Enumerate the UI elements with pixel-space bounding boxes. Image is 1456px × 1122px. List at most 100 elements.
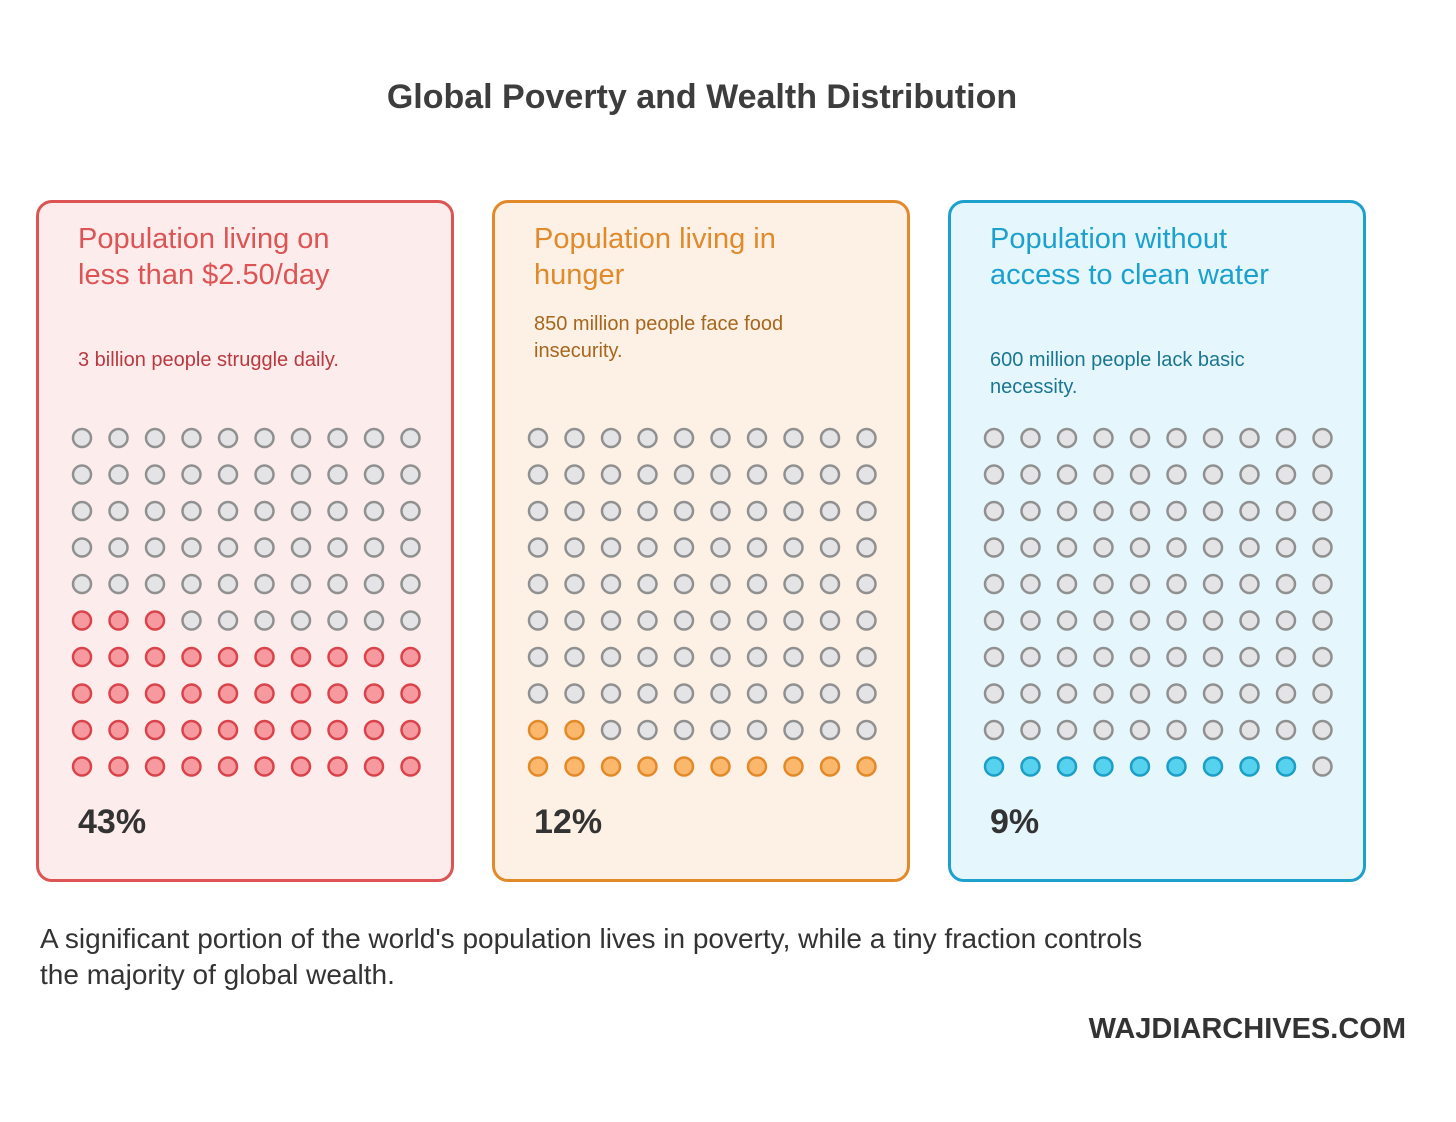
waffle-chart-poverty [71,427,421,777]
waffle-dot-empty [181,427,202,449]
waffle-dot-empty [1093,427,1114,449]
waffle-dot-empty [181,537,202,558]
waffle-dot-empty [1202,573,1224,595]
waffle-dot-empty [217,573,239,595]
waffle-dot-empty [1275,464,1297,485]
waffle-dot-empty [856,464,877,485]
waffle-dot-empty [327,427,348,449]
waffle-dot-empty [746,610,768,631]
waffle-dot-empty [1020,427,1041,449]
waffle-dot-empty [564,573,585,595]
waffle-dot-filled [1093,756,1114,777]
waffle-dot-filled [637,756,658,777]
waffle-dot-empty [400,610,421,631]
waffle-dot-empty [108,537,129,558]
waffle-dot-empty [1020,683,1041,704]
waffle-dot-empty [1166,683,1187,704]
waffle-dot-empty [1202,500,1224,522]
waffle-dot-empty [1239,537,1260,558]
waffle-dot-empty [1056,719,1078,741]
waffle-dot-empty [327,464,348,485]
waffle-dot-filled [856,756,877,777]
waffle-dot-empty [527,464,549,485]
waffle-dot-empty [710,427,731,449]
waffle-dot-filled [108,719,129,741]
waffle-dot-empty [144,573,166,595]
waffle-dot-empty [983,719,1005,741]
waffle-dot-empty [783,646,804,668]
waffle-dot-filled [363,683,385,704]
waffle-dot-empty [1056,500,1078,522]
waffle-dot-empty [673,646,695,668]
waffle-dot-empty [819,464,841,485]
waffle-dot-empty [637,464,658,485]
percent-label: 9% [990,803,1040,841]
panel-heading: Population without access to clean water [990,223,1269,291]
caption-text: A significant portion of the world's pop… [40,923,1143,990]
waffle-dot-empty [856,683,877,704]
waffle-dot-filled [327,683,348,704]
panel-description: 850 million people face food insecurity. [534,313,784,362]
waffle-dot-empty [856,500,877,522]
waffle-dot-empty [746,537,768,558]
waffle-chart-hunger [527,427,877,777]
waffle-dot-empty [564,427,585,449]
waffle-dot-empty [1202,427,1224,449]
waffle-dot-empty [217,537,239,558]
percent-label: 12% [534,803,603,841]
waffle-dot-filled [983,756,1005,777]
waffle-dot-empty [856,427,877,449]
waffle-dot-empty [290,427,312,449]
waffle-dot-empty [1239,683,1260,704]
waffle-dot-empty [564,610,585,631]
waffle-dot-empty [1166,464,1187,485]
waffle-dot-empty [710,719,731,741]
waffle-dot-empty [217,500,239,522]
waffle-dot-empty [1020,537,1041,558]
waffle-dot-filled [400,719,421,741]
waffle-dot-filled [217,756,239,777]
waffle-dot-empty [144,500,166,522]
waffle-dot-empty [856,719,877,741]
waffle-dot-empty [600,683,622,704]
panel-hunger: Population living in hunger 850 million … [492,200,910,882]
waffle-dot-empty [746,427,768,449]
waffle-dot-filled [363,646,385,668]
waffle-dot-empty [290,500,312,522]
waffle-dot-empty [1275,427,1297,449]
waffle-dot-empty [637,719,658,741]
waffle-dot-empty [819,427,841,449]
waffle-dot-empty [983,500,1005,522]
waffle-dot-empty [600,646,622,668]
waffle-dot-filled [71,610,93,631]
waffle-dot-empty [254,500,275,522]
waffle-dot-empty [819,646,841,668]
panel-poverty: Population living on less than $2.50/day… [36,200,454,882]
waffle-dot-empty [783,683,804,704]
waffle-dot-empty [290,573,312,595]
waffle-dot-filled [181,756,202,777]
waffle-dot-filled [673,756,695,777]
waffle-dot-empty [983,683,1005,704]
waffle-dot-filled [71,683,93,704]
waffle-dot-empty [1093,610,1114,631]
waffle-dot-empty [1239,464,1260,485]
waffle-dot-empty [400,500,421,522]
waffle-dot-empty [1312,719,1333,741]
waffle-dot-empty [856,573,877,595]
waffle-dot-empty [819,610,841,631]
waffle-dot-empty [254,427,275,449]
waffle-dot-empty [108,427,129,449]
waffle-dot-empty [673,537,695,558]
waffle-dot-filled [1166,756,1187,777]
waffle-dot-empty [819,500,841,522]
waffle-dot-empty [363,500,385,522]
waffle-dot-empty [564,646,585,668]
waffle-dot-filled [217,646,239,668]
waffle-dot-empty [1202,610,1224,631]
waffle-dot-empty [254,610,275,631]
waffle-dot-empty [181,573,202,595]
waffle-dot-filled [144,646,166,668]
waffle-dot-empty [1312,573,1333,595]
waffle-dot-empty [1093,500,1114,522]
